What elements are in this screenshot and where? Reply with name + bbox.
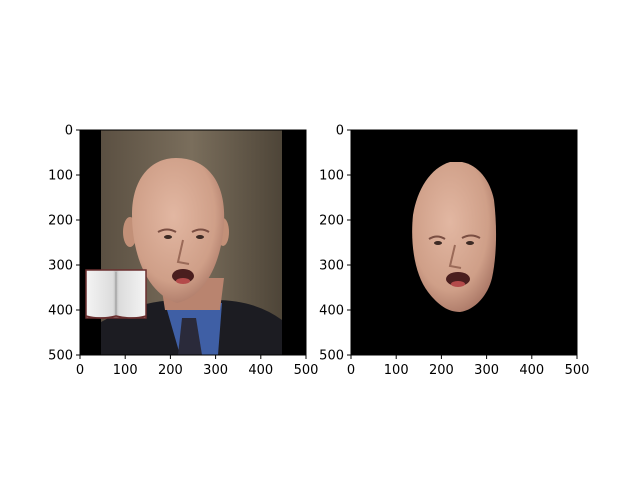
- right-x-tick-label: 0: [347, 363, 355, 378]
- right-x-tick-label: 100: [384, 363, 409, 378]
- face-mask-image: [351, 130, 577, 355]
- right-y-tick-label: 0: [336, 124, 344, 139]
- right-image-panel: 0 100 200 300 400 500 0 100 200 300 400 500: [319, 124, 589, 379]
- right-axes-frame: [350, 129, 578, 356]
- left-x-tick-label: 500: [294, 363, 319, 378]
- left-image-panel: 0 100 200 300 400 500 0 100 200 300 400 500: [48, 124, 318, 379]
- left-y-tick-label: 100: [48, 169, 73, 184]
- left-y-tick-label: 200: [48, 214, 73, 229]
- right-y-tick-label: 100: [319, 169, 344, 184]
- right-y-axis: 0 100 200 300 400 500: [319, 124, 351, 364]
- photo-image: [80, 130, 306, 355]
- left-y-tick-label: 300: [48, 259, 73, 274]
- left-x-tick-label: 200: [158, 363, 183, 378]
- left-y-tick-label: 0: [65, 124, 73, 139]
- left-y-tick-label: 400: [48, 304, 73, 319]
- right-y-tick-label: 500: [319, 349, 344, 364]
- right-x-tick-label: 500: [565, 363, 590, 378]
- left-x-tick-label: 0: [76, 363, 84, 378]
- left-y-axis: 0 100 200 300 400 500: [48, 124, 80, 364]
- right-x-tick-label: 400: [519, 363, 544, 378]
- book-icon: [85, 269, 147, 319]
- right-y-tick-label: 400: [319, 304, 344, 319]
- left-x-tick-label: 100: [113, 363, 138, 378]
- right-x-tick-label: 200: [429, 363, 454, 378]
- right-y-tick-label: 200: [319, 214, 344, 229]
- left-x-tick-label: 300: [203, 363, 228, 378]
- right-y-tick-label: 300: [319, 259, 344, 274]
- left-x-tick-label: 400: [248, 363, 273, 378]
- left-x-axis: 0 100 200 300 400 500: [76, 355, 319, 378]
- right-x-axis: 0 100 200 300 400 500: [347, 355, 590, 378]
- left-axes-frame: [79, 129, 307, 356]
- left-y-tick-label: 500: [48, 349, 73, 364]
- right-x-tick-label: 300: [474, 363, 499, 378]
